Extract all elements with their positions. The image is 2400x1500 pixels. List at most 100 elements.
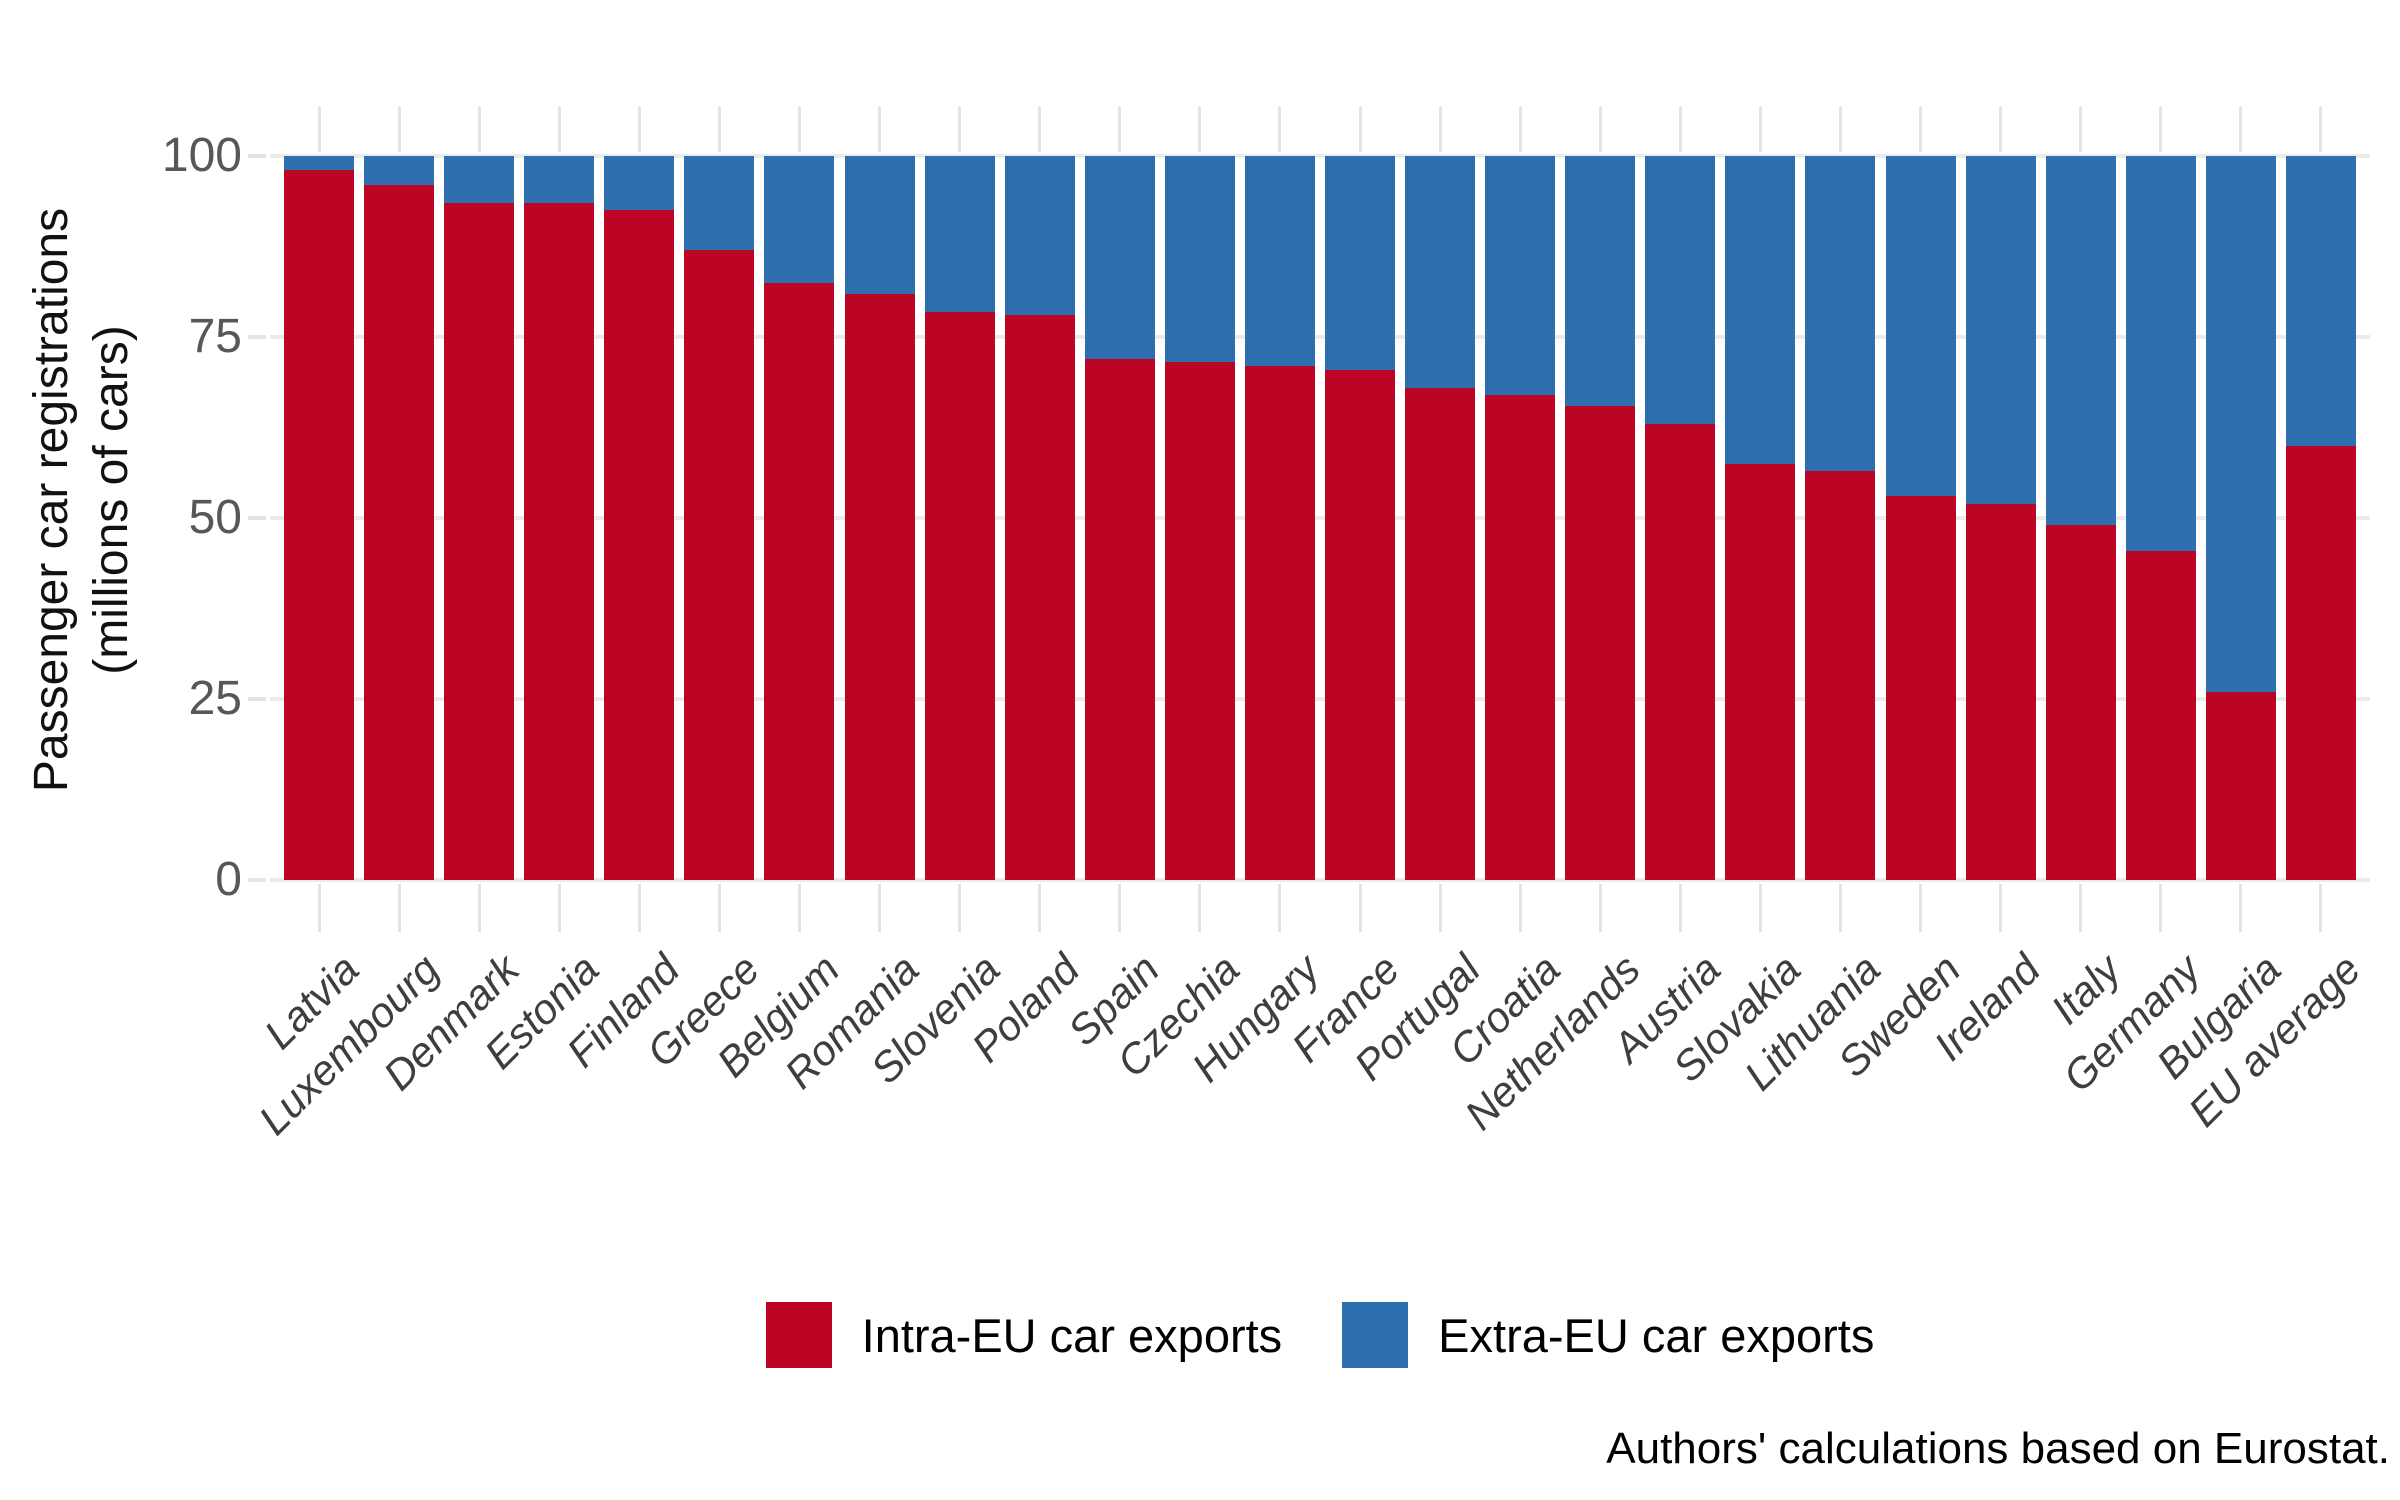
legend-label: Extra-EU car exports [1438,1308,1875,1362]
bar-belgium [764,106,835,932]
segment-extra-eu [1965,156,2036,504]
segment-intra-eu [1485,394,1556,880]
segment-intra-eu [444,203,515,880]
segment-extra-eu [764,156,835,283]
category-tick-bottom [557,884,561,932]
segment-intra-eu [2125,550,2196,880]
category-tick-top [2239,106,2243,152]
segment-extra-eu [1084,156,1155,359]
bar-spain [1084,106,1155,932]
segment-intra-eu [524,203,595,880]
legend: Intra-EU car exports Extra-EU car exports [270,1302,2370,1368]
bar-luxembourg [364,106,435,932]
category-tick-bottom [1758,884,1762,932]
category-tick-top [1598,106,1602,152]
segment-intra-eu [1244,365,1315,880]
segment-intra-eu [2285,445,2356,880]
category-tick-bottom [2159,884,2163,932]
segment-extra-eu [1244,156,1315,366]
segment-extra-eu [2205,156,2276,692]
gridline-y-75 [270,335,2370,339]
category-tick-top [2159,106,2163,152]
segment-intra-eu [1965,503,2036,880]
segment-intra-eu [1164,362,1235,880]
segment-extra-eu [1885,156,1956,497]
legend-item-intra-eu-car-exports: Intra-EU car exports [765,1302,1282,1368]
segment-extra-eu [2285,156,2356,446]
segment-extra-eu [844,156,915,294]
segment-extra-eu [2045,156,2116,526]
category-tick-bottom [1038,884,1042,932]
segment-extra-eu [524,156,595,204]
category-tick-bottom [1999,884,2003,932]
category-tick-bottom [1678,884,1682,932]
category-tick-bottom [1278,884,1282,932]
category-tick-top [477,106,481,152]
segment-extra-eu [1645,156,1716,424]
bar-ireland [1965,106,2036,932]
bar-netherlands [1565,106,1636,932]
segment-intra-eu [1405,387,1476,880]
segment-intra-eu [1565,405,1636,880]
category-tick-bottom [797,884,801,932]
bar-romania [844,106,915,932]
bar-eu-average [2285,106,2356,932]
category-tick-bottom [477,884,481,932]
bar-slovenia [924,106,995,932]
segment-intra-eu [1325,369,1396,880]
category-tick-bottom [317,884,321,932]
category-tick-top [878,106,882,152]
bar-lithuania [1805,106,1876,932]
segment-intra-eu [604,210,675,880]
segment-extra-eu [2125,156,2196,551]
segment-extra-eu [1725,156,1796,464]
category-tick-top [1118,106,1122,152]
category-tick-bottom [1598,884,1602,932]
bar-italy [2045,106,2116,932]
category-tick-top [637,106,641,152]
category-tick-top [1278,106,1282,152]
segment-intra-eu [1805,470,1876,880]
segment-extra-eu [284,156,354,171]
bar-france [1325,106,1396,932]
category-tick-top [1758,106,1762,152]
segment-intra-eu [1004,315,1075,880]
category-tick-bottom [2239,884,2243,932]
gridline-y-100 [270,154,2370,158]
category-tick-bottom [878,884,882,932]
category-tick-top [2319,106,2323,152]
segment-extra-eu [1004,156,1075,316]
bar-austria [1645,106,1716,932]
bar-croatia [1485,106,1556,932]
segment-intra-eu [764,282,835,880]
category-tick-bottom [717,884,721,932]
category-tick-bottom [958,884,962,932]
bar-germany [2125,106,2196,932]
segment-extra-eu [1805,156,1876,471]
segment-intra-eu [364,184,435,880]
segment-extra-eu [1565,156,1636,406]
segment-extra-eu [684,156,755,251]
category-tick-bottom [1198,884,1202,932]
category-tick-top [1038,106,1042,152]
category-tick-top [397,106,401,152]
category-tick-bottom [1518,884,1522,932]
legend-swatch [765,1302,832,1368]
gridline-y-0 [270,878,2370,882]
y-tick-label-75: 75 [188,310,242,363]
bar-series-container [284,106,2356,932]
bar-czechia [1164,106,1235,932]
bar-finland [604,106,675,932]
segment-intra-eu [2205,691,2276,880]
bar-slovakia [1725,106,1796,932]
category-tick-bottom [1838,884,1842,932]
segment-intra-eu [1725,463,1796,880]
segment-intra-eu [844,293,915,880]
y-tick-label-0: 0 [215,853,242,906]
bar-poland [1004,106,1075,932]
category-tick-top [317,106,321,152]
category-tick-bottom [2319,884,2323,932]
category-tick-bottom [1438,884,1442,932]
category-tick-bottom [1358,884,1362,932]
category-tick-top [1999,106,2003,152]
